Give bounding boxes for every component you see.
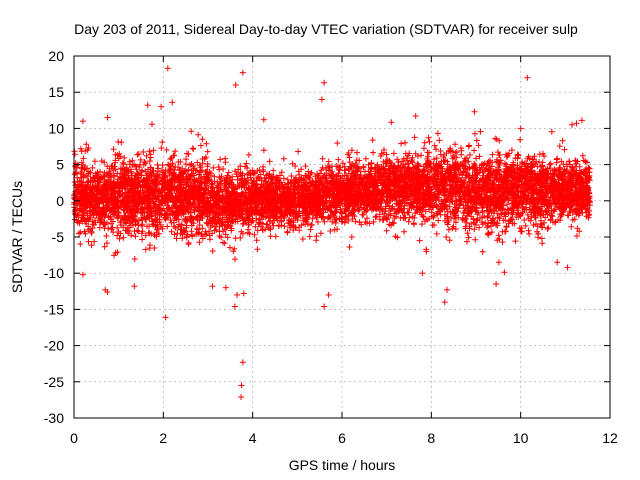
outlier-point — [260, 116, 267, 123]
y-tick-label: -20 — [44, 338, 64, 354]
x-tick-label: 2 — [159, 430, 167, 446]
outlier-point — [104, 289, 111, 296]
outlier-point — [239, 359, 246, 366]
outlier-point — [443, 286, 450, 293]
outlier-point — [222, 284, 229, 291]
data-point-cloud — [71, 108, 593, 276]
y-tick-label: -5 — [52, 229, 65, 245]
outlier-point — [144, 102, 151, 109]
x-tick-label: 8 — [427, 430, 435, 446]
x-tick-label: 6 — [338, 430, 346, 446]
outlier-point — [239, 69, 246, 76]
data-points — [71, 65, 593, 401]
outlier-point — [419, 270, 426, 277]
outlier-point — [238, 382, 245, 389]
chart-title: Day 203 of 2011, Sidereal Day-to-day VTE… — [74, 21, 578, 37]
y-tick-label: -25 — [44, 374, 64, 390]
outlier-point — [517, 125, 524, 132]
outlier-point — [104, 114, 111, 121]
y-axis-label: SDTVAR / TECUs — [9, 181, 25, 293]
y-tick-label: 20 — [48, 48, 64, 64]
outlier-point — [131, 283, 138, 290]
y-tick-label: 0 — [56, 193, 64, 209]
outlier-point — [573, 120, 580, 127]
outlier-point — [158, 103, 165, 110]
y-tick-label: -15 — [44, 301, 64, 317]
x-tick-label: 0 — [70, 430, 78, 446]
outlier-point — [564, 264, 571, 271]
outlier-point — [209, 283, 216, 290]
outlier-point — [325, 291, 332, 298]
outlier-point — [524, 74, 531, 81]
y-tick-label: -10 — [44, 265, 64, 281]
outlier-point — [321, 303, 328, 310]
outlier-point — [240, 290, 247, 297]
x-tick-labels: 0 2 4 6 8 10 12 — [70, 430, 618, 446]
outlier-point — [238, 394, 245, 401]
outlier-point — [169, 99, 176, 106]
outlier-point — [162, 314, 169, 321]
y-tick-label: -30 — [44, 410, 64, 426]
outlier-point — [234, 291, 241, 298]
outlier-point — [569, 121, 576, 128]
outlier-point — [493, 281, 500, 288]
x-tick-label: 10 — [513, 430, 529, 446]
outlier-point — [79, 118, 86, 125]
outlier-point — [412, 113, 419, 120]
x-tick-label: 12 — [602, 430, 618, 446]
y-tick-label: 10 — [48, 120, 64, 136]
outlier-point — [164, 65, 171, 72]
outlier-point — [231, 303, 238, 310]
outlier-point — [441, 299, 448, 306]
outlier-point — [232, 81, 239, 88]
outlier-point — [318, 96, 325, 103]
y-tick-label: 5 — [56, 157, 64, 173]
outlier-point — [321, 79, 328, 86]
x-axis-label: GPS time / hours — [289, 457, 396, 473]
y-tick-labels: -30 -25 -20 -15 -10 -5 0 5 10 15 20 — [44, 48, 64, 426]
outlier-point — [79, 271, 86, 278]
x-tick-label: 4 — [249, 430, 257, 446]
plot-frame — [73, 55, 611, 419]
y-tick-label: 15 — [48, 84, 64, 100]
